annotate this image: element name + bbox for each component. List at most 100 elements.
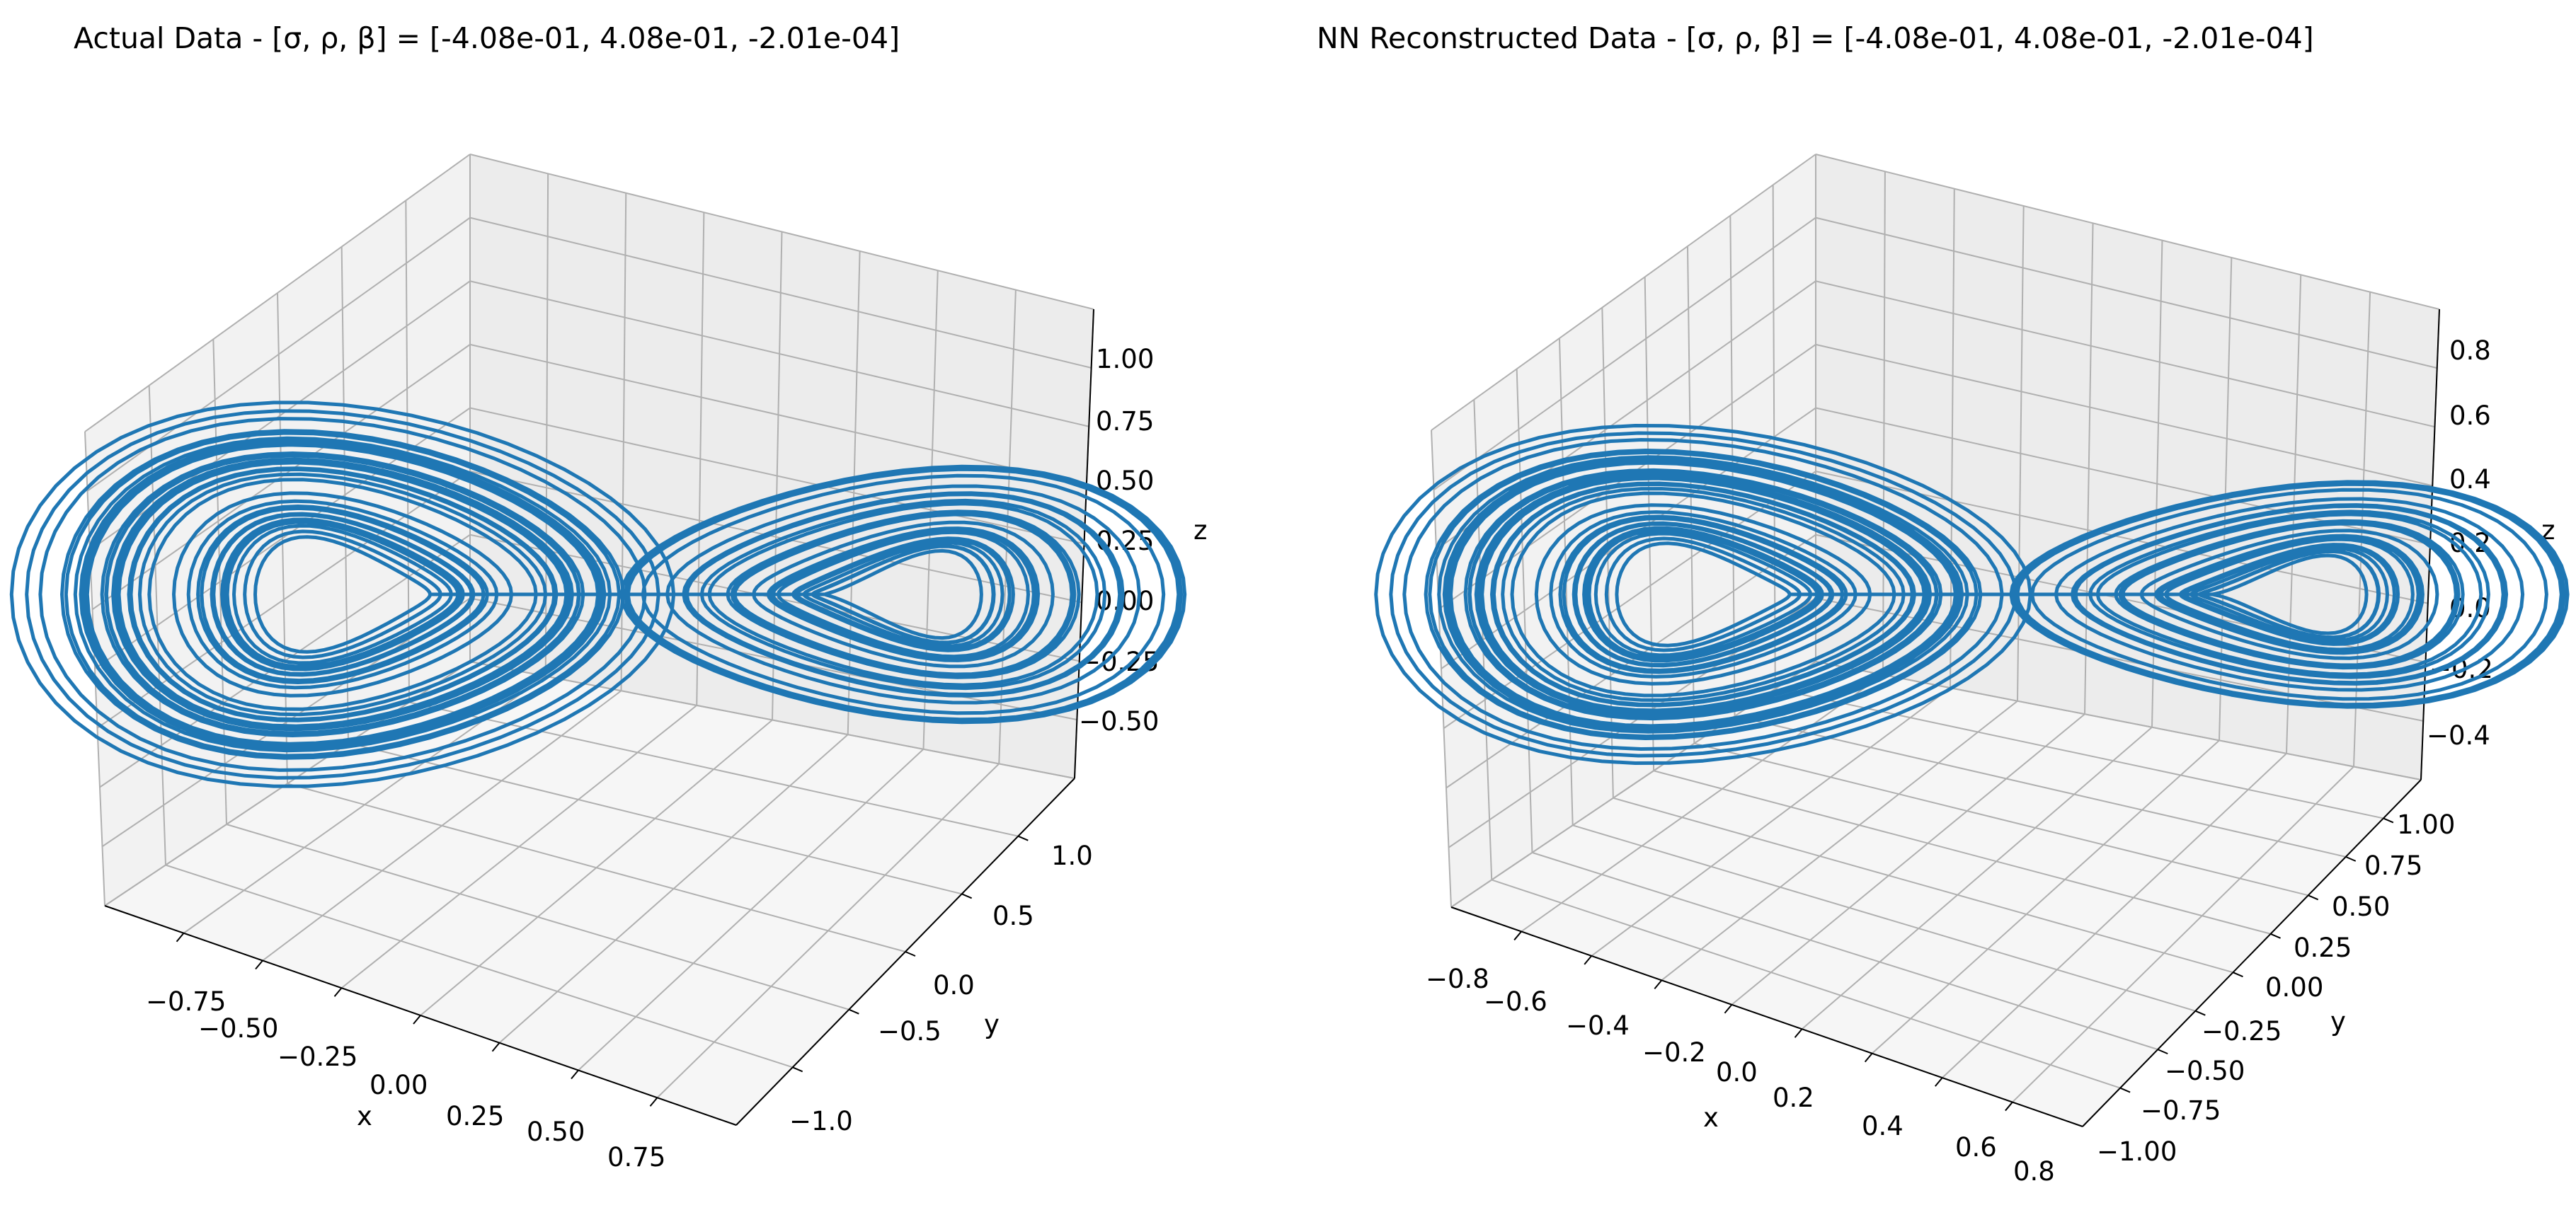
x-tick-label: 0.8 bbox=[2013, 1156, 2055, 1187]
z-tick-label: 1.00 bbox=[1096, 344, 1154, 374]
tick-marks bbox=[176, 835, 1029, 1107]
x-tick-mark bbox=[333, 987, 343, 997]
z-tick-label: 0.6 bbox=[2449, 401, 2491, 431]
y-tick-mark bbox=[848, 1008, 859, 1015]
grid-line-z bbox=[1815, 661, 2422, 780]
x-tick-mark bbox=[2005, 1101, 2013, 1112]
x-tick-labels: −0.8 −0.6 −0.4 −0.2 0.0 0.2 0.4 0.6 0.8 bbox=[1426, 964, 2055, 1187]
x-tick-mark bbox=[491, 1042, 500, 1052]
chart-title: Actual Data - [σ, ρ, β] = [-4.08e-01, 4.… bbox=[74, 21, 900, 55]
grid-line-y bbox=[1491, 879, 2121, 1089]
y-tick-mark bbox=[2383, 817, 2394, 824]
x-tick-label: −0.4 bbox=[1566, 1010, 1630, 1041]
chart-title: NN Reconstructed Data - [σ, ρ, β] = [-4.… bbox=[1317, 21, 2314, 55]
grid-line-y bbox=[226, 824, 849, 1010]
chart-actual-data: Actual Data - [σ, ρ, β] = [-4.08e-01, 4.… bbox=[9, 21, 1207, 1172]
grid-line-z bbox=[469, 280, 1089, 427]
x-tick-mark bbox=[1935, 1077, 1943, 1087]
grid-line-y bbox=[1613, 797, 2233, 974]
tick-marks bbox=[1513, 817, 2394, 1112]
x-tick-mark bbox=[1513, 930, 1522, 941]
grid-line-x bbox=[1731, 713, 2085, 1006]
y-tick-label: 0.00 bbox=[2265, 972, 2323, 1003]
y-tick-label: 0.0 bbox=[933, 970, 975, 1001]
y-axis-line bbox=[2082, 779, 2422, 1127]
grid-line-z bbox=[469, 407, 1084, 545]
x-axis-line bbox=[1450, 906, 2083, 1127]
x-tick-label: 0.00 bbox=[370, 1070, 428, 1100]
x-tick-mark bbox=[1864, 1053, 1873, 1063]
x-axis-label: x bbox=[357, 1101, 372, 1131]
grid-line-z bbox=[469, 154, 1094, 310]
x-tick-mark bbox=[649, 1097, 658, 1107]
grid-line-z bbox=[469, 661, 1075, 779]
x-tick-labels: −0.75 −0.50 −0.25 0.00 0.25 0.50 0.75 bbox=[146, 986, 665, 1172]
y-tick-mark bbox=[2345, 855, 2357, 862]
grid-line-x bbox=[1521, 674, 1884, 933]
grid-line-z bbox=[1443, 471, 1816, 730]
y-tick-mark bbox=[1017, 835, 1029, 841]
trajectory-line bbox=[1374, 424, 2570, 765]
x-tick-label: −0.50 bbox=[198, 1013, 278, 1044]
grid-line-z bbox=[1815, 280, 2435, 428]
x-tick-label: 0.0 bbox=[1716, 1057, 1758, 1088]
y-tick-mark bbox=[2270, 933, 2281, 939]
chart-nn-reconstructed-data: NN Reconstructed Data - [σ, ρ, β] = [-4.… bbox=[1317, 21, 2570, 1187]
y-tick-label: −0.50 bbox=[2165, 1056, 2245, 1086]
y-tick-mark bbox=[905, 951, 916, 957]
x-tick-label: −0.8 bbox=[1426, 964, 1489, 994]
x-tick-label: −0.2 bbox=[1642, 1037, 1706, 1068]
grid-line-z bbox=[1815, 217, 2437, 369]
y-tick-mark bbox=[2119, 1087, 2131, 1093]
grid-line-z bbox=[91, 344, 471, 611]
y-tick-mark bbox=[2308, 894, 2319, 901]
y-tick-label: 0.5 bbox=[992, 901, 1034, 931]
grid-line-y bbox=[1653, 770, 2271, 935]
grid-line-z bbox=[469, 343, 1087, 486]
grid-line-y bbox=[287, 783, 906, 952]
grid-line-z bbox=[1433, 217, 1816, 491]
back-pane bbox=[470, 154, 1094, 778]
y-tick-label: −0.75 bbox=[2141, 1095, 2221, 1126]
x-tick-mark bbox=[176, 933, 185, 943]
x-tick-mark bbox=[413, 1015, 421, 1025]
x-tick-mark bbox=[1724, 1004, 1733, 1014]
z-tick-label: 0.75 bbox=[1096, 406, 1154, 437]
grid-line-z bbox=[1431, 154, 1816, 431]
grid-line-y bbox=[1694, 742, 2308, 897]
y-axis-label: y bbox=[2330, 1006, 2346, 1037]
y-tick-mark bbox=[792, 1066, 803, 1073]
grid-line-y bbox=[1775, 688, 2384, 819]
x-tick-label: 0.6 bbox=[1955, 1132, 1997, 1163]
x-tick-label: −0.75 bbox=[146, 986, 226, 1017]
y-tick-mark bbox=[961, 893, 973, 899]
x-tick-mark bbox=[1794, 1028, 1803, 1038]
z-tick-label: 0.4 bbox=[2449, 464, 2491, 495]
grid-line-x bbox=[2012, 766, 2354, 1103]
grid-line-y bbox=[1734, 715, 2347, 858]
x-axis-label: x bbox=[1703, 1102, 1719, 1133]
x-tick-label: 0.4 bbox=[1862, 1111, 1904, 1141]
x-tick-label: 0.2 bbox=[1773, 1083, 1814, 1113]
x-tick-mark bbox=[1584, 955, 1592, 965]
z-tick-label: −0.50 bbox=[1079, 706, 1159, 737]
y-tick-label: −1.00 bbox=[2097, 1136, 2177, 1167]
y-tick-label: −1.0 bbox=[789, 1106, 853, 1136]
y-tick-labels: −1.0 −0.5 0.0 0.5 1.0 bbox=[789, 841, 1093, 1136]
z-axis-label: z bbox=[1193, 515, 1207, 546]
y-axis-label: y bbox=[984, 1009, 1000, 1039]
grid-line-z bbox=[1448, 597, 1816, 848]
x-tick-label: 0.50 bbox=[527, 1117, 585, 1147]
x-tick-label: 0.25 bbox=[446, 1101, 504, 1131]
grid-line-x bbox=[1661, 700, 2018, 981]
grid-line-x bbox=[1871, 739, 2220, 1054]
grid-line-y bbox=[348, 742, 962, 895]
y-tick-labels: −1.00 −0.75 −0.50 −0.25 0.00 0.25 0.50 0… bbox=[2097, 809, 2455, 1167]
y-tick-mark bbox=[2194, 1010, 2206, 1016]
z-tick-label: 0.8 bbox=[2449, 335, 2491, 366]
grid-line-z bbox=[84, 154, 471, 432]
y-tick-mark bbox=[2157, 1049, 2168, 1055]
x-tick-label: −0.6 bbox=[1484, 986, 1547, 1017]
floor-pane bbox=[105, 662, 1075, 1125]
